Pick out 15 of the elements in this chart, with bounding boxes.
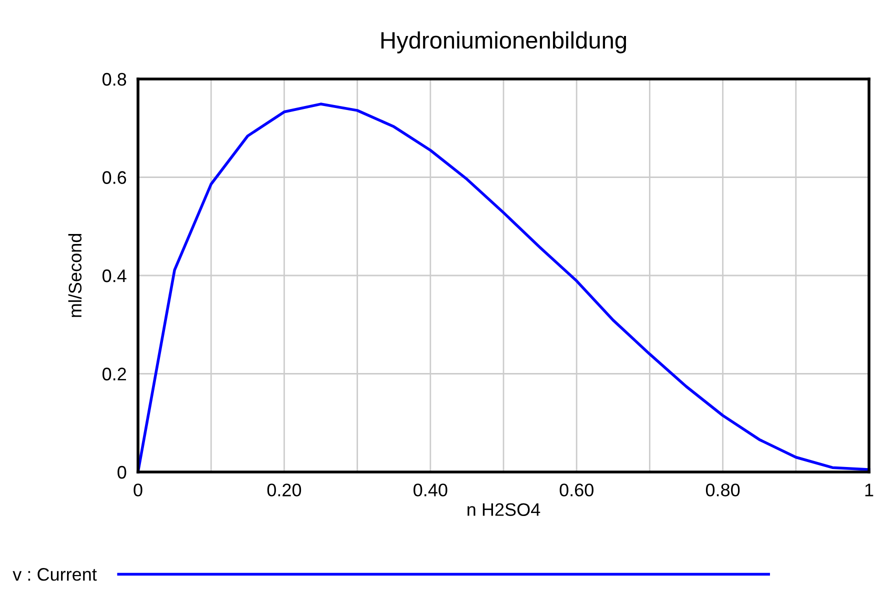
chart-title: Hydroniumionenbildung bbox=[381, 31, 626, 54]
y-tick-label: 0 bbox=[118, 466, 126, 479]
y-tick-label: 0.6 bbox=[102, 171, 126, 184]
x-tick-label: 0.60 bbox=[560, 484, 594, 496]
x-axis-title: n H2SO4 bbox=[468, 503, 540, 516]
x-tick-label: 0 bbox=[134, 484, 142, 496]
x-tick-label: 1 bbox=[865, 484, 874, 496]
text: v : Current bbox=[12, 568, 97, 581]
y-tick-label: 0.4 bbox=[102, 269, 126, 282]
x-tick-label: 0.80 bbox=[706, 484, 740, 496]
x-tick-label: 0.40 bbox=[414, 484, 448, 496]
y-axis-title: ml/Second bbox=[68, 234, 82, 317]
y-tick-label: 0.8 bbox=[102, 72, 126, 86]
x-tick-label: 0.20 bbox=[267, 484, 302, 496]
y-tick-label: 0.2 bbox=[102, 368, 126, 380]
